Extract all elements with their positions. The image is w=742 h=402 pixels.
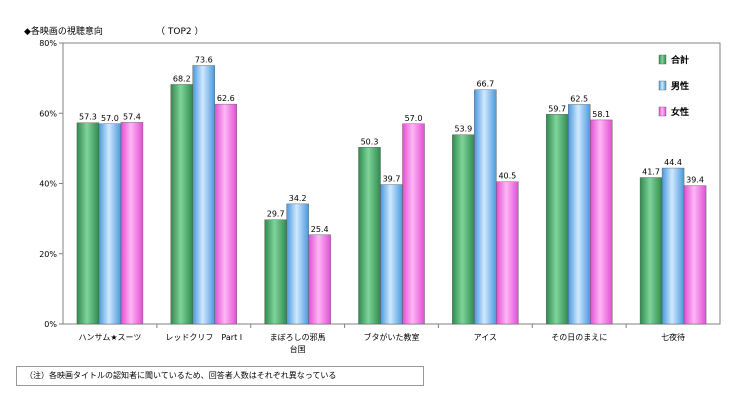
- x-tick-label: アイス: [474, 333, 497, 342]
- x-tick-label: その日のまえに: [551, 333, 607, 342]
- bar-female: [590, 119, 613, 325]
- data-label: 57.4: [123, 112, 141, 121]
- y-tick-label: 60%: [39, 109, 57, 118]
- bar-female: [120, 122, 144, 325]
- bar-male: [286, 203, 309, 325]
- data-label: 57.3: [79, 113, 97, 122]
- data-label: 73.6: [195, 55, 213, 64]
- bar-total: [452, 134, 475, 325]
- data-labels: 57.3 57.0 57.4 68.2 73.6 62.6 29.7 34.2 25.4 50.3…: [79, 55, 704, 233]
- bar-male: [98, 123, 122, 325]
- legend-swatch: [658, 54, 667, 65]
- x-tick-label: 七夜待: [661, 332, 685, 342]
- bar-female: [402, 123, 425, 325]
- data-label: 68.2: [173, 74, 191, 83]
- chart-subtitle: （ TOP2 ）: [156, 26, 203, 37]
- y-tick-label: 20%: [39, 250, 57, 259]
- footnote: （注）各映画タイトルの認知者に聞いているため、回答者人数はそれぞれ異なっている: [16, 366, 424, 386]
- bar-total: [639, 177, 663, 325]
- data-label: 66.7: [476, 80, 494, 89]
- legend-swatch: [658, 80, 667, 91]
- y-tick-label: 80%: [39, 39, 57, 48]
- chart-title: ◆各映画の視聴意向: [24, 25, 103, 37]
- bar-male: [192, 65, 215, 325]
- data-label: 41.7: [642, 168, 660, 177]
- data-label: 57.0: [405, 114, 423, 123]
- bar-male: [661, 167, 685, 325]
- bar-male: [568, 104, 591, 325]
- bar-total: [170, 84, 193, 325]
- bar-female: [496, 181, 519, 325]
- data-label: 40.5: [498, 172, 516, 181]
- bar-male: [380, 184, 403, 325]
- legend-label: 男性: [671, 80, 689, 92]
- bar-female: [683, 185, 707, 325]
- data-label: 25.4: [311, 225, 329, 234]
- bar-female: [214, 103, 237, 325]
- x-tick-label: 台国: [290, 344, 306, 354]
- data-label: 29.7: [267, 210, 285, 219]
- data-label: 50.3: [361, 137, 379, 146]
- bar-total: [264, 219, 287, 325]
- x-tick-label: レッドクリフ Part Ⅰ: [165, 333, 242, 342]
- x-tick-label: ブタがいた教室: [364, 332, 420, 342]
- data-label: 59.7: [548, 104, 566, 113]
- legend-swatch: [658, 106, 667, 117]
- y-tick-label: 0%: [44, 320, 57, 329]
- legend-label: 合計: [671, 54, 689, 66]
- data-label: 39.7: [383, 175, 401, 184]
- bar-total: [546, 114, 569, 325]
- x-tick-label: まぼろしの邪馬: [270, 333, 326, 342]
- data-label: 53.9: [454, 125, 472, 134]
- y-tick-label: 40%: [39, 180, 57, 189]
- data-label: 58.1: [592, 110, 610, 119]
- data-label: 57.0: [101, 114, 119, 123]
- y-axis: 0% 20% 40% 60% 80%: [39, 39, 63, 329]
- bars: [76, 65, 707, 325]
- bar-total: [358, 147, 381, 325]
- x-tick-label: ハンサム★スーツ: [78, 333, 141, 342]
- data-label: 34.2: [289, 194, 307, 203]
- bar-total: [76, 122, 100, 325]
- bar-female: [308, 234, 331, 325]
- data-label: 62.5: [570, 94, 588, 103]
- data-label: 44.4: [664, 158, 682, 167]
- data-label: 39.4: [686, 176, 704, 185]
- data-label: 62.6: [217, 94, 235, 103]
- bar-male: [474, 89, 497, 325]
- legend-label: 女性: [671, 106, 689, 118]
